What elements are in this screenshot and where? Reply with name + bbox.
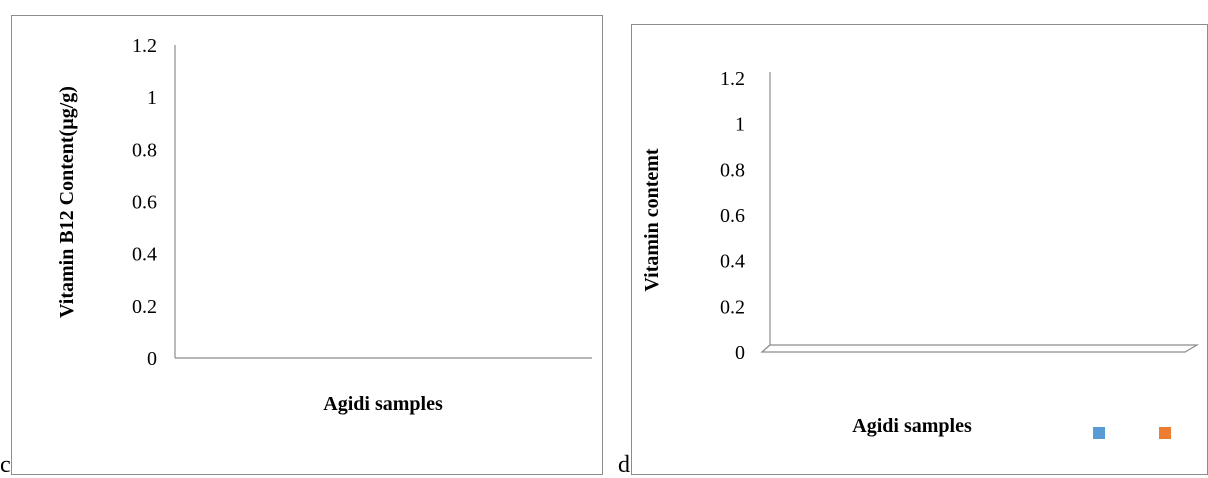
chart-d-legend-swatch-2: [1159, 427, 1171, 439]
chart-d-legend-swatch-1: [1093, 427, 1105, 439]
y-tick-label: 0.2: [132, 296, 157, 318]
chart-c-y-title: Vitamin B12 Content(µg/g): [56, 86, 78, 318]
y-tick-label: 0.2: [720, 296, 745, 318]
chart-d: 0 0.2 0.4 0.6 0.8 1 1.2 Agidi samples Vitamin …: [641, 68, 1200, 439]
y-tick-label: 0.6: [720, 205, 745, 227]
y-tick-label: 0.4: [720, 251, 745, 273]
y-tick-label: 1.2: [132, 35, 157, 57]
chart-c: 0 0.2 0.4 0.6 0.8 1 1.2 Agidi samples Vitamin …: [56, 35, 592, 415]
y-tick-label: 0: [735, 342, 745, 364]
chart-d-x-title: Agidi samples: [852, 415, 972, 437]
y-tick-label: 0.6: [132, 192, 157, 214]
chart-c-frame: [11, 15, 603, 475]
y-tick-label: 0: [147, 348, 157, 370]
chart-d-back-wall: [761, 72, 771, 353]
chart-d-y-ticks: 0 0.2 0.4 0.6 0.8 1 1.2: [720, 68, 745, 364]
panel-label-c: c: [0, 452, 11, 478]
y-tick-label: 0.8: [720, 159, 745, 181]
y-tick-label: 1: [147, 87, 157, 109]
y-tick-label: 0.4: [132, 244, 157, 266]
chart-d-y-title: Vitamin contemt: [641, 148, 663, 291]
chart-c-y-ticks: 0 0.2 0.4 0.6 0.8 1 1.2: [132, 35, 157, 370]
panel-label-d: d: [618, 452, 630, 478]
chart-d-floor: [760, 344, 1200, 353]
chart-d-frame: [631, 24, 1208, 475]
chart-c-x-title: Agidi samples: [323, 393, 443, 415]
y-tick-label: 0.8: [132, 139, 157, 161]
y-tick-label: 1: [735, 114, 745, 136]
y-tick-label: 1.2: [720, 68, 745, 90]
